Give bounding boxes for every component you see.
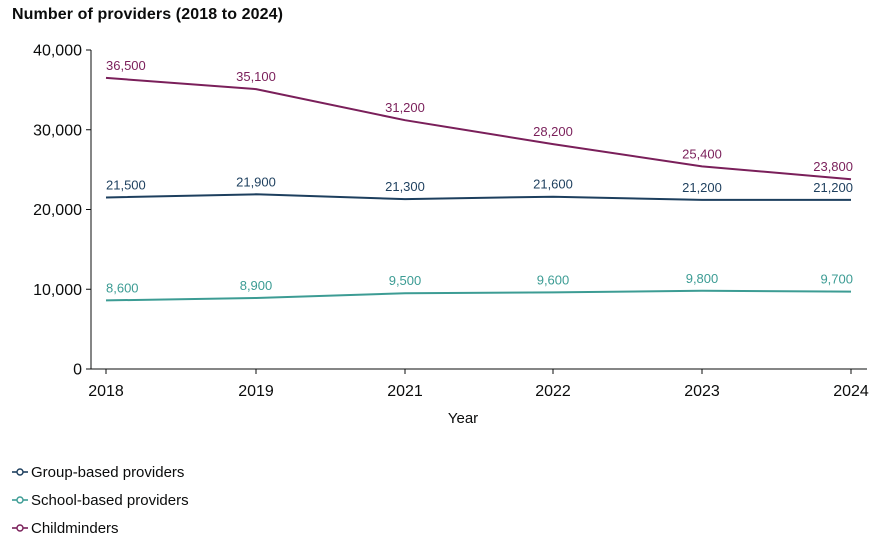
- legend-label: Group-based providers: [31, 463, 185, 481]
- legend-label: Childminders: [31, 519, 119, 537]
- y-tick-label: 0: [73, 362, 82, 379]
- legend-marker-icon: [12, 468, 28, 476]
- data-label: 35,100: [236, 69, 276, 84]
- series-line: [105, 289, 852, 302]
- data-label: 23,800: [813, 159, 853, 174]
- data-label: 9,600: [537, 272, 570, 287]
- series-lines: [105, 76, 852, 302]
- data-label: 31,200: [385, 100, 425, 115]
- legend-marker-icon: [12, 496, 28, 504]
- legend-item: Childminders: [12, 514, 189, 542]
- legend-marker-icon: [12, 524, 28, 532]
- data-label: 9,500: [389, 273, 422, 288]
- data-label: 21,200: [682, 180, 722, 195]
- data-label: 9,800: [686, 271, 719, 286]
- series-line: [105, 76, 852, 181]
- chart-title: Number of providers (2018 to 2024): [12, 6, 284, 23]
- x-axis-title: Year: [448, 410, 478, 427]
- legend-item: Group-based providers: [12, 458, 189, 486]
- x-tick-label: 2023: [684, 383, 720, 400]
- data-label: 21,300: [385, 179, 425, 194]
- chart-legend: Group-based providers School-based provid…: [12, 458, 189, 542]
- x-tick-label: 2022: [535, 383, 571, 400]
- data-label: 8,600: [106, 280, 139, 295]
- x-tick-label: 2021: [387, 383, 423, 400]
- series-line: [105, 193, 851, 201]
- data-label: 36,500: [106, 58, 146, 73]
- data-label: 8,900: [240, 278, 273, 293]
- data-labels: 21,500 21,900 21,300 21,600 21,200 21,200 8,60…: [106, 58, 853, 296]
- data-label: 21,900: [236, 174, 276, 189]
- data-label: 25,400: [682, 146, 722, 161]
- line-chart: 0 10,000 20,000 30,000 40,000 2018 2019 2021 202…: [33, 43, 869, 428]
- y-tick-label: 20,000: [33, 202, 82, 219]
- data-label: 21,500: [106, 178, 146, 193]
- y-tick-label: 10,000: [33, 282, 82, 299]
- chart-axes: 0 10,000 20,000 30,000 40,000 2018 2019 2021 202…: [33, 43, 869, 428]
- x-tick-label: 2018: [88, 383, 124, 400]
- x-tick-label: 2019: [238, 383, 274, 400]
- y-tick-label: 30,000: [33, 122, 82, 139]
- data-label: 21,600: [533, 177, 573, 192]
- data-label: 9,700: [820, 272, 853, 287]
- x-tick-label: 2024: [833, 383, 869, 400]
- data-label: 28,200: [533, 124, 573, 139]
- y-tick-label: 40,000: [33, 43, 82, 60]
- legend-label: School-based providers: [31, 491, 189, 509]
- data-label: 21,200: [813, 180, 853, 195]
- legend-item: School-based providers: [12, 486, 189, 514]
